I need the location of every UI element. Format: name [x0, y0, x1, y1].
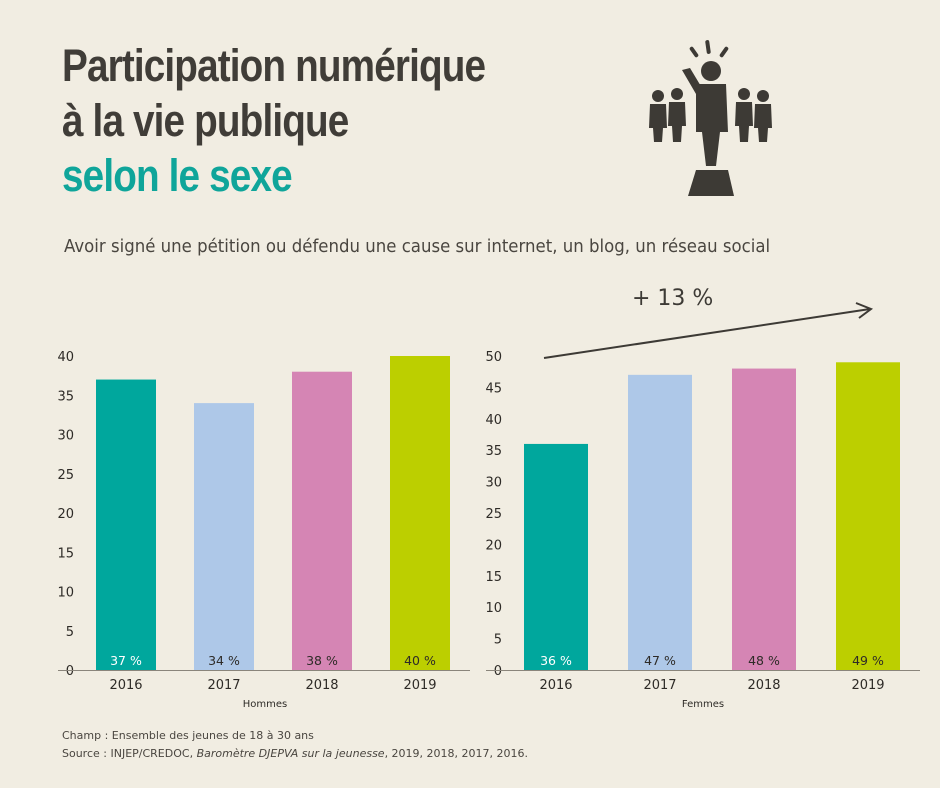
hommes-x-axis-title: Hommes — [243, 699, 287, 710]
title-line-1: Participation numérique — [62, 40, 486, 91]
hommes-y-tick-label: 25 — [57, 468, 74, 483]
femmes-y-tick-label: 20 — [485, 538, 502, 553]
femmes-data-label-2016: 36 % — [540, 653, 572, 668]
title-line-3: selon le sexe — [62, 150, 293, 201]
femmes-data-label-2019: 49 % — [852, 653, 884, 668]
hommes-category-label-2016: 2016 — [109, 678, 142, 693]
femmes-y-tick-label: 0 — [494, 664, 502, 679]
femmes-y-tick-label: 35 — [485, 444, 502, 459]
femmes-data-label-2018: 48 % — [748, 653, 780, 668]
hommes-bar-2019 — [390, 356, 450, 670]
femmes-category-label-2016: 2016 — [539, 678, 572, 693]
growth-arrow-line — [543, 308, 871, 359]
hommes-y-tick-label: 10 — [57, 586, 74, 601]
femmes-bar-2017 — [628, 374, 692, 670]
hommes-data-label-2017: 34 % — [208, 653, 240, 668]
femmes-category-label-2019: 2019 — [851, 678, 884, 693]
femmes-category-label-2018: 2018 — [747, 678, 780, 693]
hommes-bar-2017 — [194, 403, 254, 670]
hommes-y-tick-label: 20 — [57, 507, 74, 522]
femmes-y-tick-label: 10 — [485, 601, 502, 616]
femmes-x-axis-title: Femmes — [682, 699, 724, 710]
hommes-bar-2018 — [292, 371, 352, 670]
hommes-data-label-2018: 38 % — [306, 653, 338, 668]
hommes-category-label-2019: 2019 — [403, 678, 436, 693]
hommes-y-tick-label: 40 — [57, 350, 74, 365]
hommes-y-tick-label: 0 — [66, 664, 74, 679]
source-prefix: Source : INJEP/CREDOC, — [62, 747, 197, 760]
hommes-category-label-2018: 2018 — [305, 678, 338, 693]
femmes-y-tick-label: 45 — [485, 381, 502, 396]
femmes-y-tick-label: 5 — [494, 633, 502, 648]
title-line-2: à la vie publique — [62, 95, 349, 146]
hommes-y-tick-label: 15 — [57, 546, 74, 561]
femmes-category-label-2017: 2017 — [643, 678, 676, 693]
hommes-bar-2016 — [96, 379, 156, 670]
source-suffix: , 2019, 2018, 2017, 2016. — [384, 747, 529, 760]
source-title: Baromètre DJEPVA sur la jeunesse — [196, 747, 385, 760]
femmes-y-tick-label: 50 — [485, 350, 502, 365]
hommes-y-tick-label: 5 — [66, 625, 74, 640]
hommes-category-label-2017: 2017 — [207, 678, 240, 693]
femmes-y-tick-label: 15 — [485, 570, 502, 585]
footer-source: Source : INJEP/CREDOC, Baromètre DJEPVA … — [62, 747, 528, 760]
chart-subtitle: Avoir signé une pétition ou défendu une … — [64, 236, 771, 257]
growth-annotation: + 13 % — [632, 286, 714, 311]
femmes-bar-2018 — [732, 368, 796, 670]
femmes-bar-2016 — [524, 443, 588, 670]
hommes-y-tick-label: 35 — [57, 389, 74, 404]
footer-champ: Champ : Ensemble des jeunes de 18 à 30 a… — [62, 729, 314, 742]
hommes-data-label-2016: 37 % — [110, 653, 142, 668]
person-raising-hand-in-crowd-icon — [649, 40, 772, 196]
femmes-y-tick-label: 30 — [485, 476, 502, 491]
femmes-data-label-2017: 47 % — [644, 653, 676, 668]
hommes-data-label-2019: 40 % — [404, 653, 436, 668]
femmes-y-tick-label: 40 — [485, 413, 502, 428]
hommes-y-tick-label: 30 — [57, 429, 74, 444]
page-title: Participation numérique à la vie publiqu… — [62, 38, 486, 203]
growth-arrow-head — [855, 302, 874, 319]
femmes-bar-2019 — [836, 362, 900, 670]
femmes-y-tick-label: 25 — [485, 507, 502, 522]
